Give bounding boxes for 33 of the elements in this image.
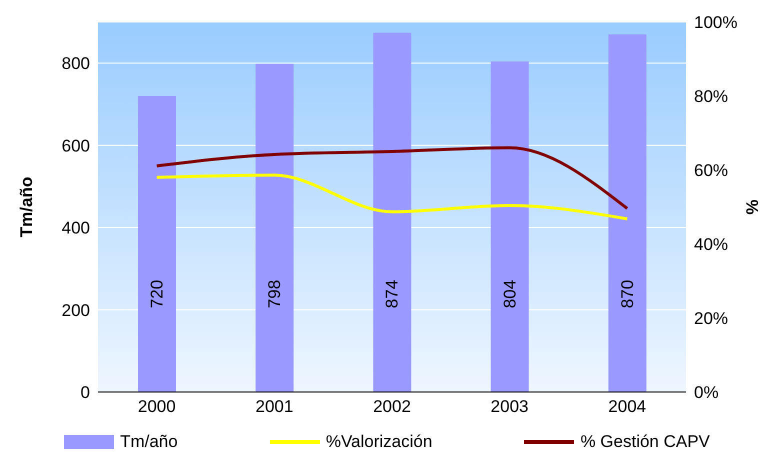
x-tick-label: 2004 [608, 397, 646, 416]
bar [256, 64, 294, 392]
y2-tick-label: 20% [694, 309, 728, 328]
data-label: 720 [148, 280, 166, 308]
y-axis-title: Tm/año [17, 176, 36, 238]
y-tick-label: 0 [80, 383, 90, 402]
y-tick-label: 600 [62, 136, 90, 156]
y2-tick-label: 40% [694, 235, 728, 254]
y-tick-label: 800 [62, 54, 90, 74]
y2-tick-label: 60% [694, 161, 728, 180]
bar [138, 96, 176, 392]
bar [373, 32, 412, 392]
data-label: 874 [382, 280, 402, 308]
bar [608, 34, 646, 392]
bar [490, 61, 529, 392]
y-tick-label: 400 [62, 218, 90, 238]
x-tick-label: 2000 [138, 397, 176, 416]
y2-tick-label: 100% [694, 13, 738, 32]
data-label: 798 [265, 280, 284, 308]
line-series [155, 146, 629, 210]
legend-label: %Valorización [326, 432, 432, 452]
data-label: 870 [618, 280, 637, 308]
y2-axis-title: % [743, 199, 762, 215]
legend-label: Tm/año [120, 432, 178, 452]
x-tick-label: 2002 [373, 397, 411, 416]
x-tick-label: 2003 [490, 397, 529, 416]
y2-tick-label: 80% [694, 87, 728, 106]
data-label: 804 [500, 280, 520, 308]
y-tick-label: 200 [62, 300, 90, 320]
line-series [155, 174, 629, 220]
x-tick-label: 2001 [255, 397, 294, 416]
y2-tick-label: 0% [694, 383, 719, 402]
legend-label: % Gestión CAPV [580, 432, 710, 452]
